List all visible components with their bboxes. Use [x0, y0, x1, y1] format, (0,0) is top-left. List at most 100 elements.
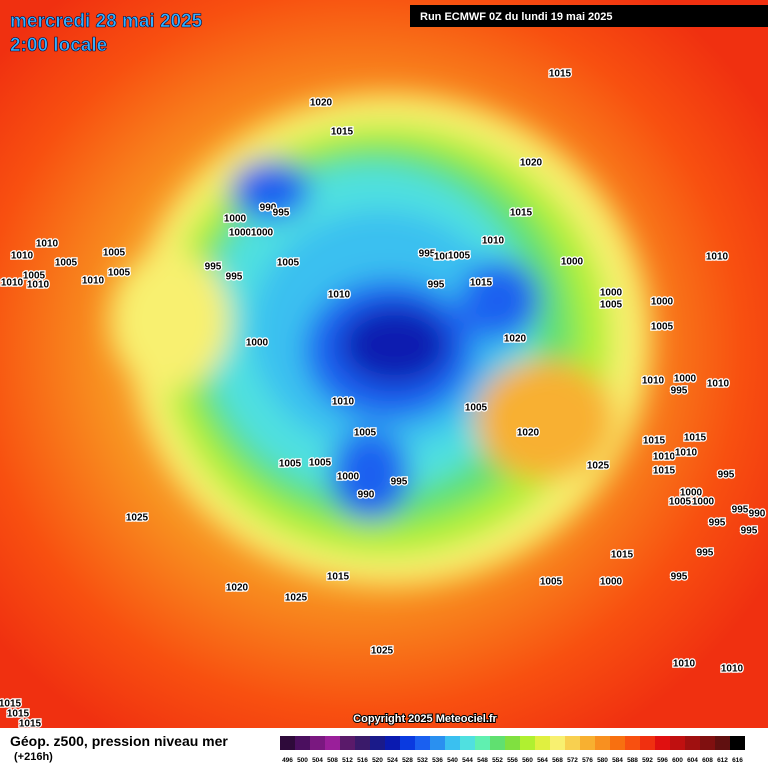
scale-label: 512	[342, 757, 353, 764]
run-info: Run ECMWF 0Z du lundi 19 mai 2025	[420, 11, 613, 23]
isobar-label: 1000	[600, 288, 623, 299]
scale-label: 596	[657, 757, 668, 764]
color-swatch	[400, 736, 415, 750]
color-swatch	[325, 736, 340, 750]
isobar-label: 1015	[549, 69, 572, 80]
isobar-label: 1000	[224, 214, 247, 225]
scale-label: 524	[387, 757, 398, 764]
scale-label: 584	[612, 757, 623, 764]
scale-label: 572	[567, 757, 578, 764]
isobar-label: 1015	[0, 699, 22, 710]
isobar-label: 1015	[327, 572, 350, 583]
isobar-label: 995	[428, 280, 445, 291]
isobar-label: 1010	[653, 452, 676, 463]
scale-label: 552	[492, 757, 503, 764]
color-swatch	[355, 736, 370, 750]
scale-label: 544	[462, 757, 473, 764]
isobar-label: 1005	[669, 497, 692, 508]
scale-label: 556	[507, 757, 518, 764]
scale-label: 540	[447, 757, 458, 764]
isobar-label: 995	[205, 262, 222, 273]
scale-label: 516	[357, 757, 368, 764]
isobar-label: 1000	[692, 497, 715, 508]
color-swatch	[595, 736, 610, 750]
color-swatch	[340, 736, 355, 750]
isobar-label: 1020	[310, 98, 333, 109]
scale-label: 564	[537, 757, 548, 764]
isobar-label: 1010	[82, 276, 105, 287]
isobar-label: 995	[671, 386, 688, 397]
isobar-label: 1020	[226, 583, 249, 594]
isobar-label: 1010	[328, 290, 351, 301]
isobar-label: 1000	[246, 338, 269, 349]
forecast-date: mercredi 28 mai 2025	[10, 11, 203, 32]
color-swatch	[625, 736, 640, 750]
isobar-label: 995	[709, 518, 726, 529]
color-swatch	[280, 736, 295, 750]
scale-label: 608	[702, 757, 713, 764]
isobar-label: 1020	[520, 158, 543, 169]
color-swatch	[580, 736, 595, 750]
scale-label: 520	[372, 757, 383, 764]
isobar-label: 1000	[651, 297, 674, 308]
color-swatch	[520, 736, 535, 750]
isobar-label: 1010	[332, 397, 355, 408]
isobar-label: 995	[226, 272, 243, 283]
color-swatch	[610, 736, 625, 750]
isobar-label: 1015	[643, 436, 666, 447]
color-swatch	[385, 736, 400, 750]
isobar-label: 1005	[651, 322, 674, 333]
isobar-label: 1005	[600, 300, 623, 311]
isobar-label: 1005	[23, 271, 46, 282]
isobar-label: 1010	[482, 236, 505, 247]
scale-label: 612	[717, 757, 728, 764]
color-swatch	[535, 736, 550, 750]
isobar-label: 1010	[642, 376, 665, 387]
color-swatch	[700, 736, 715, 750]
isobar-label: 1005	[448, 251, 471, 262]
isobar-label: 1010	[11, 251, 34, 262]
isobar-label: 1010	[673, 659, 696, 670]
color-swatch	[730, 736, 745, 750]
isobar-label: 1005	[279, 459, 302, 470]
isobar-label: 995	[732, 505, 749, 516]
scale-label: 592	[642, 757, 653, 764]
isobar-label: 1005	[55, 258, 78, 269]
legend-title: Géop. z500, pression niveau mer	[10, 733, 228, 749]
isobar-label: 1010	[36, 239, 59, 250]
scale-label: 580	[597, 757, 608, 764]
isobar-label: 1015	[331, 127, 354, 138]
scale-label: 568	[552, 757, 563, 764]
isobar-label: 1015	[510, 208, 533, 219]
isobar-label: 1025	[285, 593, 308, 604]
isobar-label: 1005	[354, 428, 377, 439]
color-swatch	[295, 736, 310, 750]
isobar-label: 1000	[600, 577, 623, 588]
color-swatch	[655, 736, 670, 750]
isobar-label: 1010	[675, 448, 698, 459]
scale-label: 500	[297, 757, 308, 764]
scale-label: 604	[687, 757, 698, 764]
scale-label: 528	[402, 757, 413, 764]
run-banner	[410, 5, 768, 27]
isobar-label: 1005	[103, 248, 126, 259]
scale-label: 508	[327, 757, 338, 764]
scale-label: 576	[582, 757, 593, 764]
isobar-label: 995	[741, 526, 758, 537]
scale-label: 560	[522, 757, 533, 764]
color-swatch	[430, 736, 445, 750]
isobar-label: 1025	[587, 461, 610, 472]
isobar-label: 1015	[684, 433, 707, 444]
color-swatch	[310, 736, 325, 750]
color-swatch	[670, 736, 685, 750]
color-swatch	[460, 736, 475, 750]
color-swatch	[715, 736, 730, 750]
scale-label: 616	[732, 757, 743, 764]
isobar-label: 995	[718, 470, 735, 481]
isobar-label: 1015	[7, 709, 30, 720]
color-swatch	[370, 736, 385, 750]
scale-label: 532	[417, 757, 428, 764]
isobar-label: 1005	[108, 268, 131, 279]
